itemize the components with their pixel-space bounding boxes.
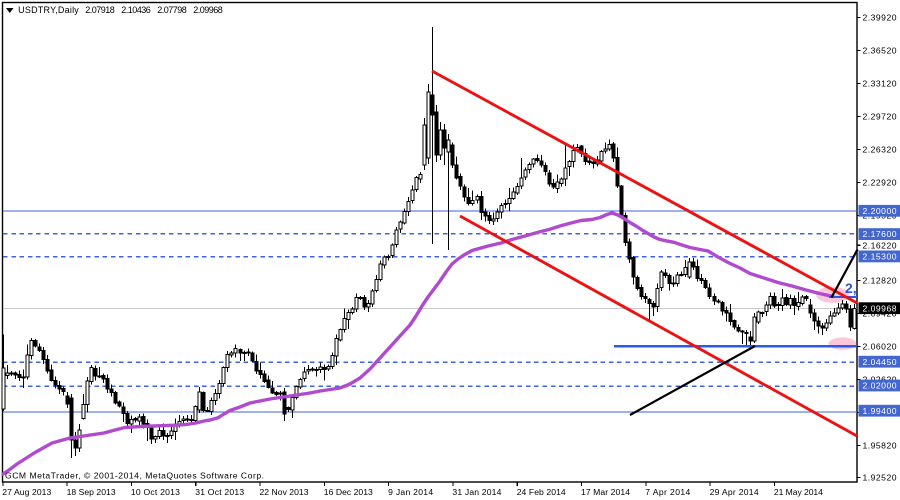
svg-text:USDTRY,Daily: USDTRY,Daily <box>18 5 79 15</box>
svg-text:2.07798: 2.07798 <box>157 5 187 15</box>
svg-text:2.04450: 2.04450 <box>863 357 897 367</box>
svg-text:GCM MetaTrader, © 2001-2014, M: GCM MetaTrader, © 2001-2014, MetaQuotes … <box>5 471 264 481</box>
svg-text:2.36520: 2.36520 <box>863 46 897 56</box>
svg-text:2.15300: 2.15300 <box>863 252 897 262</box>
svg-text:2.10436: 2.10436 <box>121 5 151 15</box>
svg-text:2.33120: 2.33120 <box>863 79 897 89</box>
svg-text:24 Feb 2014: 24 Feb 2014 <box>517 487 566 497</box>
svg-text:2.12820: 2.12820 <box>863 276 897 286</box>
svg-text:22 Nov 2013: 22 Nov 2013 <box>260 487 309 497</box>
svg-text:2.22920: 2.22920 <box>863 178 897 188</box>
svg-text:2.20000: 2.20000 <box>863 206 897 216</box>
svg-text:2.07918: 2.07918 <box>85 5 115 15</box>
svg-text:2.39920: 2.39920 <box>863 13 897 23</box>
svg-text:2.09968: 2.09968 <box>863 303 897 313</box>
svg-text:2.06020: 2.06020 <box>863 342 897 352</box>
svg-text:2.26320: 2.26320 <box>863 145 897 155</box>
svg-text:2.02000: 2.02000 <box>863 381 897 391</box>
svg-text:2.29720: 2.29720 <box>863 112 897 122</box>
svg-text:17 Mar 2014: 17 Mar 2014 <box>581 487 630 497</box>
svg-text:18 Sep 2013: 18 Sep 2013 <box>67 487 116 497</box>
svg-text:9 Jan 2014: 9 Jan 2014 <box>388 487 433 497</box>
svg-text:7 Apr 2014: 7 Apr 2014 <box>645 487 690 497</box>
svg-text:2,: 2, <box>845 280 857 296</box>
svg-text:16 Dec 2013: 16 Dec 2013 <box>324 487 373 497</box>
svg-text:2.16220: 2.16220 <box>863 240 897 250</box>
svg-text:29 Apr 2014: 29 Apr 2014 <box>710 487 759 497</box>
svg-text:31 Oct 2013: 31 Oct 2013 <box>195 487 244 497</box>
svg-text:31 Jan 2014: 31 Jan 2014 <box>452 487 501 497</box>
svg-text:10 Oct 2013: 10 Oct 2013 <box>131 487 180 497</box>
svg-text:1.99400: 1.99400 <box>863 406 897 416</box>
svg-text:2.17600: 2.17600 <box>863 229 897 239</box>
svg-text:1.92520: 1.92520 <box>863 473 897 483</box>
svg-text:2.09968: 2.09968 <box>193 5 223 15</box>
svg-text:27 Aug 2013: 27 Aug 2013 <box>2 487 51 497</box>
svg-text:1.95820: 1.95820 <box>863 441 897 451</box>
svg-text:21 May 2014: 21 May 2014 <box>774 487 823 497</box>
